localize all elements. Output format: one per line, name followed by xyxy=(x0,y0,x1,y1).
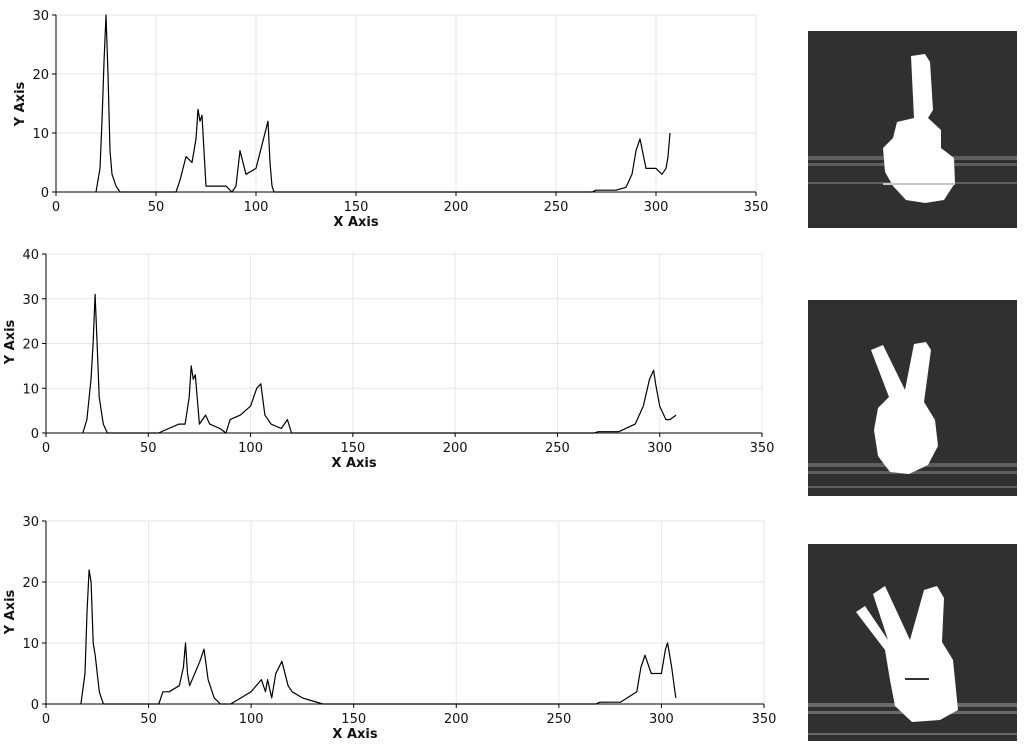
x-tick-label: 50 xyxy=(140,441,157,456)
x-tick-label: 0 xyxy=(42,712,50,727)
x-tick-label: 50 xyxy=(140,712,157,727)
x-tick-label: 150 xyxy=(340,441,365,456)
x-tick-label: 200 xyxy=(444,200,469,215)
series-line xyxy=(80,569,677,705)
x-tick-label: 350 xyxy=(752,712,777,727)
x-tick-label: 0 xyxy=(42,441,50,456)
x-axis-label: X Axis xyxy=(333,215,378,230)
y-tick-label: 0 xyxy=(31,698,39,713)
x-tick-label: 150 xyxy=(344,200,369,215)
x-tick-label: 300 xyxy=(644,200,669,215)
chart-1: 0 50 100 150 200 250 300 350 0 10 20 30 X Axis Y A… xyxy=(13,9,768,230)
y-tick-label: 10 xyxy=(22,637,39,652)
y-tick-label: 20 xyxy=(22,576,39,591)
y-tick-label: 0 xyxy=(31,427,39,442)
x-tick-label: 350 xyxy=(750,441,775,456)
x-axis-label: X Axis xyxy=(331,456,376,471)
x-tick-label: 100 xyxy=(238,441,263,456)
y-tick-label: 30 xyxy=(22,293,39,308)
y-tick-label: 30 xyxy=(22,515,39,530)
x-tick-label: 250 xyxy=(546,712,571,727)
x-axis-label: X Axis xyxy=(332,727,377,742)
y-tick-label: 10 xyxy=(32,127,49,142)
chart-3: 0 50 100 150 200 250 300 350 0 10 20 30 X Axis Y A… xyxy=(3,515,776,742)
y-tick-label: 20 xyxy=(22,338,39,353)
y-tick-label: 10 xyxy=(22,382,39,397)
x-tick-label: 300 xyxy=(649,712,674,727)
series-line xyxy=(95,14,671,193)
chart-2: 0 50 100 150 200 250 300 350 0 10 20 30 40 X Axis Y… xyxy=(3,248,774,471)
y-axis-label: Y Axis xyxy=(3,319,18,365)
y-tick-label: 40 xyxy=(22,248,39,263)
hand-image-2 xyxy=(808,300,1017,496)
y-axis-label: Y Axis xyxy=(13,81,28,127)
x-tick-label: 250 xyxy=(545,441,570,456)
x-tick-label: 300 xyxy=(647,441,672,456)
y-axis-label: Y Axis xyxy=(3,589,18,635)
hand-image-3 xyxy=(808,544,1017,741)
y-tick-label: 20 xyxy=(32,68,49,83)
series-line xyxy=(82,293,677,434)
x-tick-label: 200 xyxy=(444,712,469,727)
x-tick-label: 50 xyxy=(148,200,165,215)
x-tick-label: 100 xyxy=(244,200,269,215)
x-tick-label: 200 xyxy=(443,441,468,456)
x-tick-label: 0 xyxy=(52,200,60,215)
x-tick-label: 250 xyxy=(544,200,569,215)
x-tick-label: 100 xyxy=(239,712,264,727)
hand-image-1 xyxy=(808,31,1017,228)
y-tick-label: 0 xyxy=(41,186,49,201)
x-tick-label: 150 xyxy=(341,712,366,727)
x-tick-label: 350 xyxy=(744,200,769,215)
y-tick-label: 30 xyxy=(32,9,49,24)
